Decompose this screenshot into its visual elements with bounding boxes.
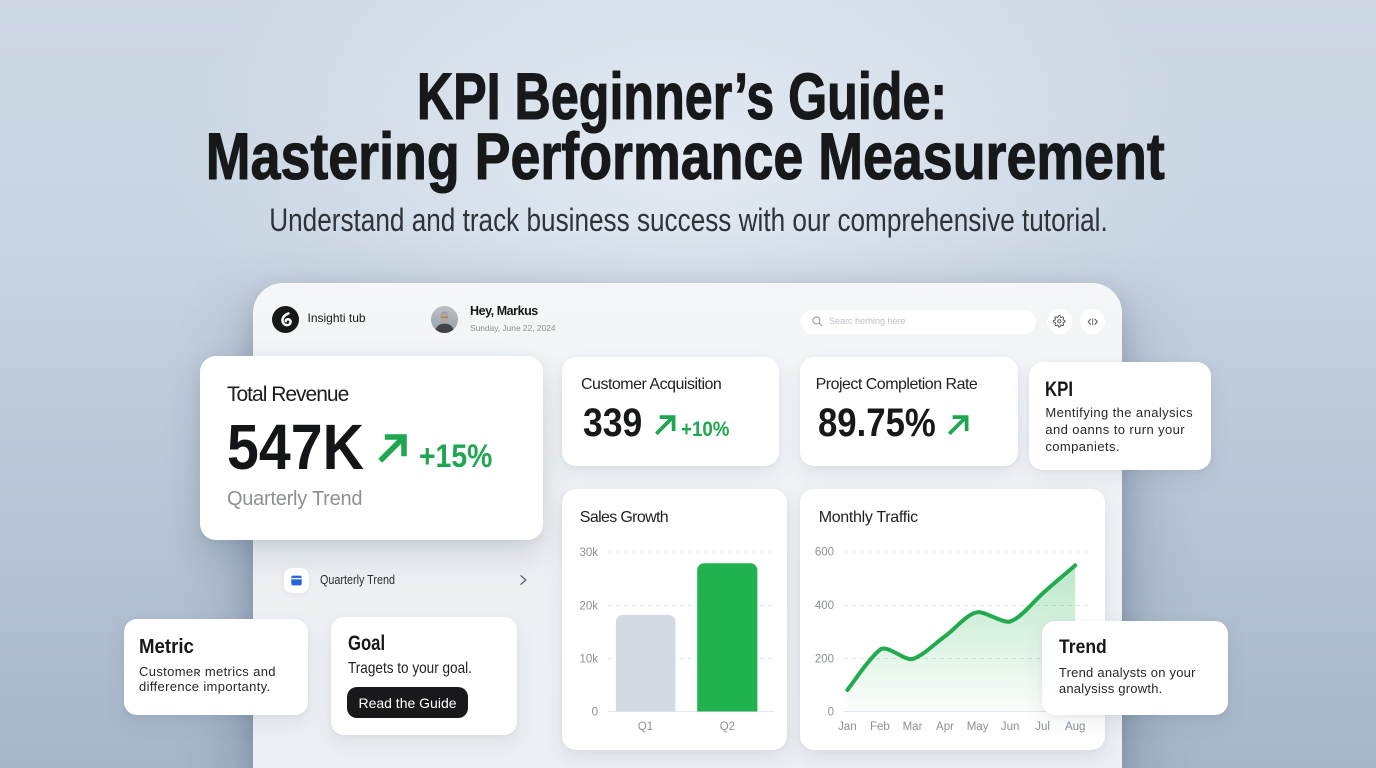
- svg-text:Aug: Aug: [1065, 721, 1085, 733]
- svg-text:May: May: [967, 721, 989, 733]
- svg-text:30k: 30k: [579, 547, 598, 559]
- svg-text:Jun: Jun: [1001, 721, 1020, 733]
- svg-text:400: 400: [815, 600, 834, 612]
- svg-text:Jul: Jul: [1035, 721, 1050, 733]
- svg-text:200: 200: [815, 654, 834, 666]
- svg-text:Mar: Mar: [903, 721, 923, 733]
- svg-text:10k: 10k: [579, 654, 598, 666]
- svg-text:600: 600: [815, 547, 834, 559]
- svg-text:Q1: Q1: [638, 721, 653, 733]
- svg-text:Feb: Feb: [870, 721, 890, 733]
- svg-text:0: 0: [828, 707, 834, 719]
- svg-text:Apr: Apr: [936, 721, 954, 733]
- svg-text:Q2: Q2: [720, 721, 735, 733]
- svg-text:Jan: Jan: [838, 721, 857, 733]
- svg-text:20k: 20k: [579, 601, 598, 613]
- svg-text:0: 0: [592, 707, 598, 719]
